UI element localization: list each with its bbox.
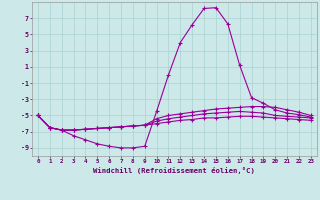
X-axis label: Windchill (Refroidissement éolien,°C): Windchill (Refroidissement éolien,°C) [93,167,255,174]
